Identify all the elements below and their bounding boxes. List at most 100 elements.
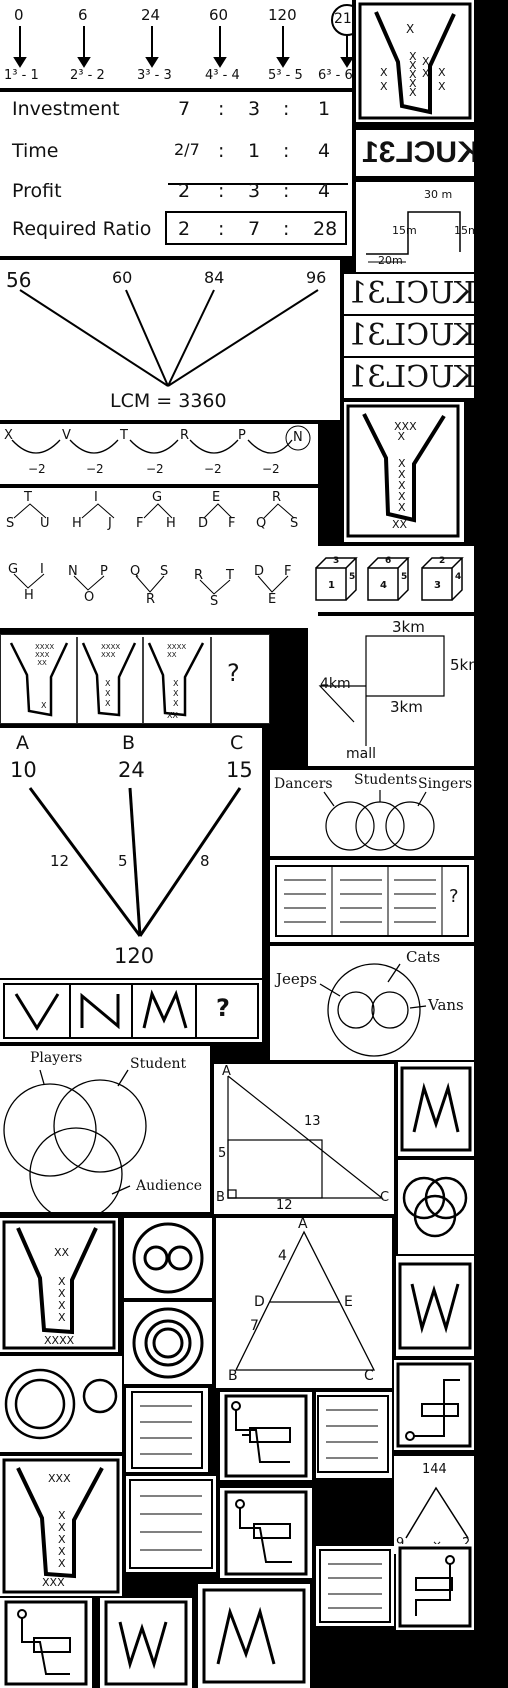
- funnel-mark: X: [406, 22, 415, 36]
- triangle-iso-svg: [234, 1230, 376, 1371]
- letter-series: X V T R P N −2 −2 −2 −2 −2: [0, 424, 318, 484]
- row-label: Required Ratio: [12, 218, 152, 240]
- die-front: 4: [380, 580, 387, 591]
- distance-panel-big: 3km 5km 4km 3km mall: [308, 616, 474, 766]
- series-label: 3³ - 3: [137, 68, 172, 83]
- distance-panel-small: 30 m 15m 15m 20m: [356, 182, 474, 272]
- venn-label: Players: [30, 1050, 83, 1066]
- abc-edge: 12: [50, 852, 70, 870]
- funnel-mark: XXXX XXX: [101, 643, 121, 659]
- funnel-mark: XX: [392, 518, 408, 531]
- side-label: 5: [218, 1146, 227, 1161]
- letter-box: [396, 1256, 474, 1356]
- question-mark: ?: [449, 886, 459, 907]
- mirror-word: BKUCL31: [344, 316, 474, 356]
- dist-label: 30 m: [424, 188, 453, 201]
- triangle-right-svg: [227, 1075, 384, 1199]
- ratio-lines: [165, 183, 348, 245]
- mirror-text: BKUCL31: [362, 136, 474, 169]
- die-top: 6: [385, 556, 392, 566]
- series-label: 6³ - 6: [318, 68, 352, 83]
- vertex-label: D: [254, 1294, 265, 1310]
- pair-top: I: [94, 490, 98, 505]
- pencil-box: [0, 1598, 92, 1688]
- abc-letter: C: [230, 732, 244, 754]
- ratio-table: Investment 7 : 3 : 1 Time 2/7 : 1 : 4 Pr…: [0, 92, 352, 256]
- die-front: 1: [328, 580, 335, 591]
- letter-arcs: [11, 425, 311, 454]
- series-label: 2³ - 2: [70, 68, 105, 83]
- mirror-word: BKUCL31: [356, 130, 474, 176]
- arrow-box: [316, 1392, 392, 1478]
- die-top: 3: [333, 556, 340, 566]
- mirror-text: BKUCL31: [348, 318, 474, 353]
- series-value: 24: [141, 6, 161, 24]
- abc-edge: 8: [200, 852, 210, 870]
- pair-bottom: H: [24, 588, 34, 603]
- lcm-result: LCM = 3360: [110, 390, 227, 412]
- arrow-box: [126, 1388, 208, 1472]
- pair-left: D: [198, 516, 209, 531]
- row-a: 2: [178, 180, 191, 202]
- letter-box: [100, 1598, 192, 1688]
- pencil-box: [220, 1488, 312, 1578]
- sep: :: [283, 98, 290, 120]
- abc-num: 24: [118, 758, 145, 782]
- pencil-box: [396, 1544, 474, 1630]
- row-c: 28: [313, 218, 338, 240]
- circle-concentric: [124, 1302, 212, 1384]
- circle-concentric-svg: [132, 1307, 204, 1379]
- sep: :: [218, 140, 225, 162]
- funnel-mark: XXXX: [44, 1334, 75, 1347]
- pair-top: T: [24, 490, 32, 505]
- pair-bottom: E: [268, 592, 277, 607]
- funnel-mark: X: [41, 701, 47, 710]
- venn-jeeps-svg: [319, 963, 427, 1057]
- arrow-box: [316, 1546, 394, 1626]
- series-value: 60: [209, 6, 229, 24]
- pair-bottom: O: [84, 590, 95, 605]
- abc-letter: A: [16, 732, 29, 754]
- venn-label: Audience: [136, 1178, 202, 1194]
- side-label: 4: [278, 1248, 287, 1264]
- die-side: 4: [455, 572, 462, 582]
- arrow-box-svg: [317, 1395, 389, 1473]
- pair-left: D: [254, 564, 265, 579]
- dist-label: 5km: [450, 656, 474, 674]
- side-label: 13: [304, 1114, 321, 1129]
- abc-num: 10: [10, 758, 37, 782]
- row-c: 4: [318, 180, 331, 202]
- letter-box: [398, 1062, 474, 1156]
- sep: :: [283, 140, 290, 162]
- funnel-icon: [2, 1458, 120, 1594]
- sep: :: [218, 180, 225, 202]
- sep: :: [283, 180, 290, 202]
- pair-left: G: [8, 562, 19, 577]
- funnel-mark: XXX: [42, 1576, 65, 1589]
- series-value: 216: [334, 11, 352, 27]
- series-label: 4³ - 4: [205, 68, 240, 83]
- pair-left: S: [6, 516, 15, 531]
- row-a: 2: [178, 218, 191, 240]
- pencil-icon: [224, 1394, 308, 1478]
- row-a: 7: [178, 98, 191, 120]
- vertex-label: C: [380, 1190, 390, 1205]
- venn-label: Jeeps: [276, 970, 318, 988]
- row-b: 3: [248, 98, 261, 120]
- funnel-icon: [2, 1220, 116, 1350]
- abc-result: 120: [114, 944, 155, 968]
- funnel-mark: XX: [167, 711, 178, 720]
- arrow-series-svg: [275, 865, 469, 937]
- pair-right: F: [284, 564, 292, 579]
- mirror-text: BKUCL31: [348, 360, 474, 395]
- zigzag-icon: [104, 1600, 188, 1686]
- series-letter: R: [180, 428, 190, 443]
- step: −2: [86, 462, 104, 476]
- arrow-box: [126, 1476, 216, 1572]
- number-v: 144 9 × 2: [394, 1456, 474, 1554]
- funnel-mark: XXXX XX: [167, 643, 187, 659]
- funnel-series-svg: [9, 637, 212, 723]
